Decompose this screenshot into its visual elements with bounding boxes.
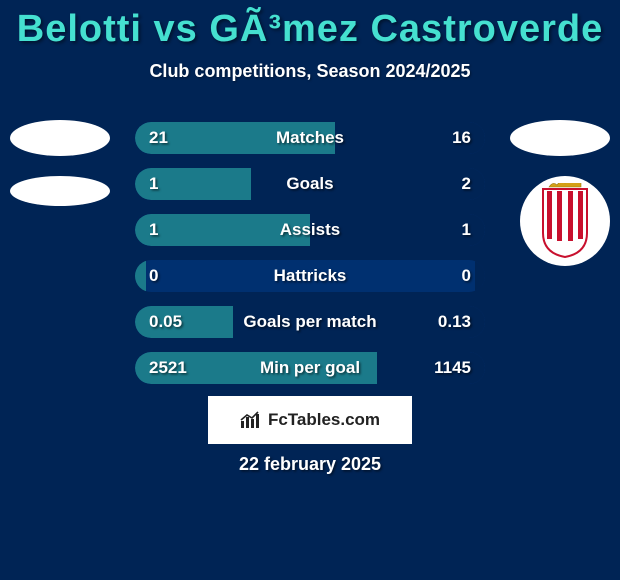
- stat-row: 11Assists: [135, 214, 485, 246]
- subtitle: Club competitions, Season 2024/2025: [0, 61, 620, 82]
- chart-icon: [240, 411, 262, 429]
- club-badge-left: [10, 176, 110, 206]
- stat-row: 12Goals: [135, 168, 485, 200]
- club-badge-right-shape: [520, 176, 610, 266]
- branding-badge[interactable]: FcTables.com: [208, 396, 412, 444]
- stat-row: 25211145Min per goal: [135, 352, 485, 384]
- stat-label: Goals: [135, 168, 485, 200]
- stat-label: Matches: [135, 122, 485, 154]
- stat-row: 00Hattricks: [135, 260, 485, 292]
- club-badge-left-shape: [10, 176, 110, 206]
- stat-row: 0.050.13Goals per match: [135, 306, 485, 338]
- club-badge-right: [520, 176, 610, 266]
- stat-row: 2116Matches: [135, 122, 485, 154]
- branding-text: FcTables.com: [268, 410, 380, 430]
- page-title: Belotti vs GÃ³mez Castroverde: [0, 0, 620, 51]
- shield-icon: [535, 183, 595, 259]
- player-avatar-left: [10, 120, 110, 156]
- stat-label: Assists: [135, 214, 485, 246]
- stat-label: Min per goal: [135, 352, 485, 384]
- comparison-card: Belotti vs GÃ³mez Castroverde Club compe…: [0, 0, 620, 580]
- stat-label: Hattricks: [135, 260, 485, 292]
- player-avatar-right: [510, 120, 610, 156]
- stat-label: Goals per match: [135, 306, 485, 338]
- date-label: 22 february 2025: [0, 454, 620, 475]
- stats-container: 2116Matches 12Goals 11Assists 00Hattricks 0.…: [135, 122, 485, 398]
